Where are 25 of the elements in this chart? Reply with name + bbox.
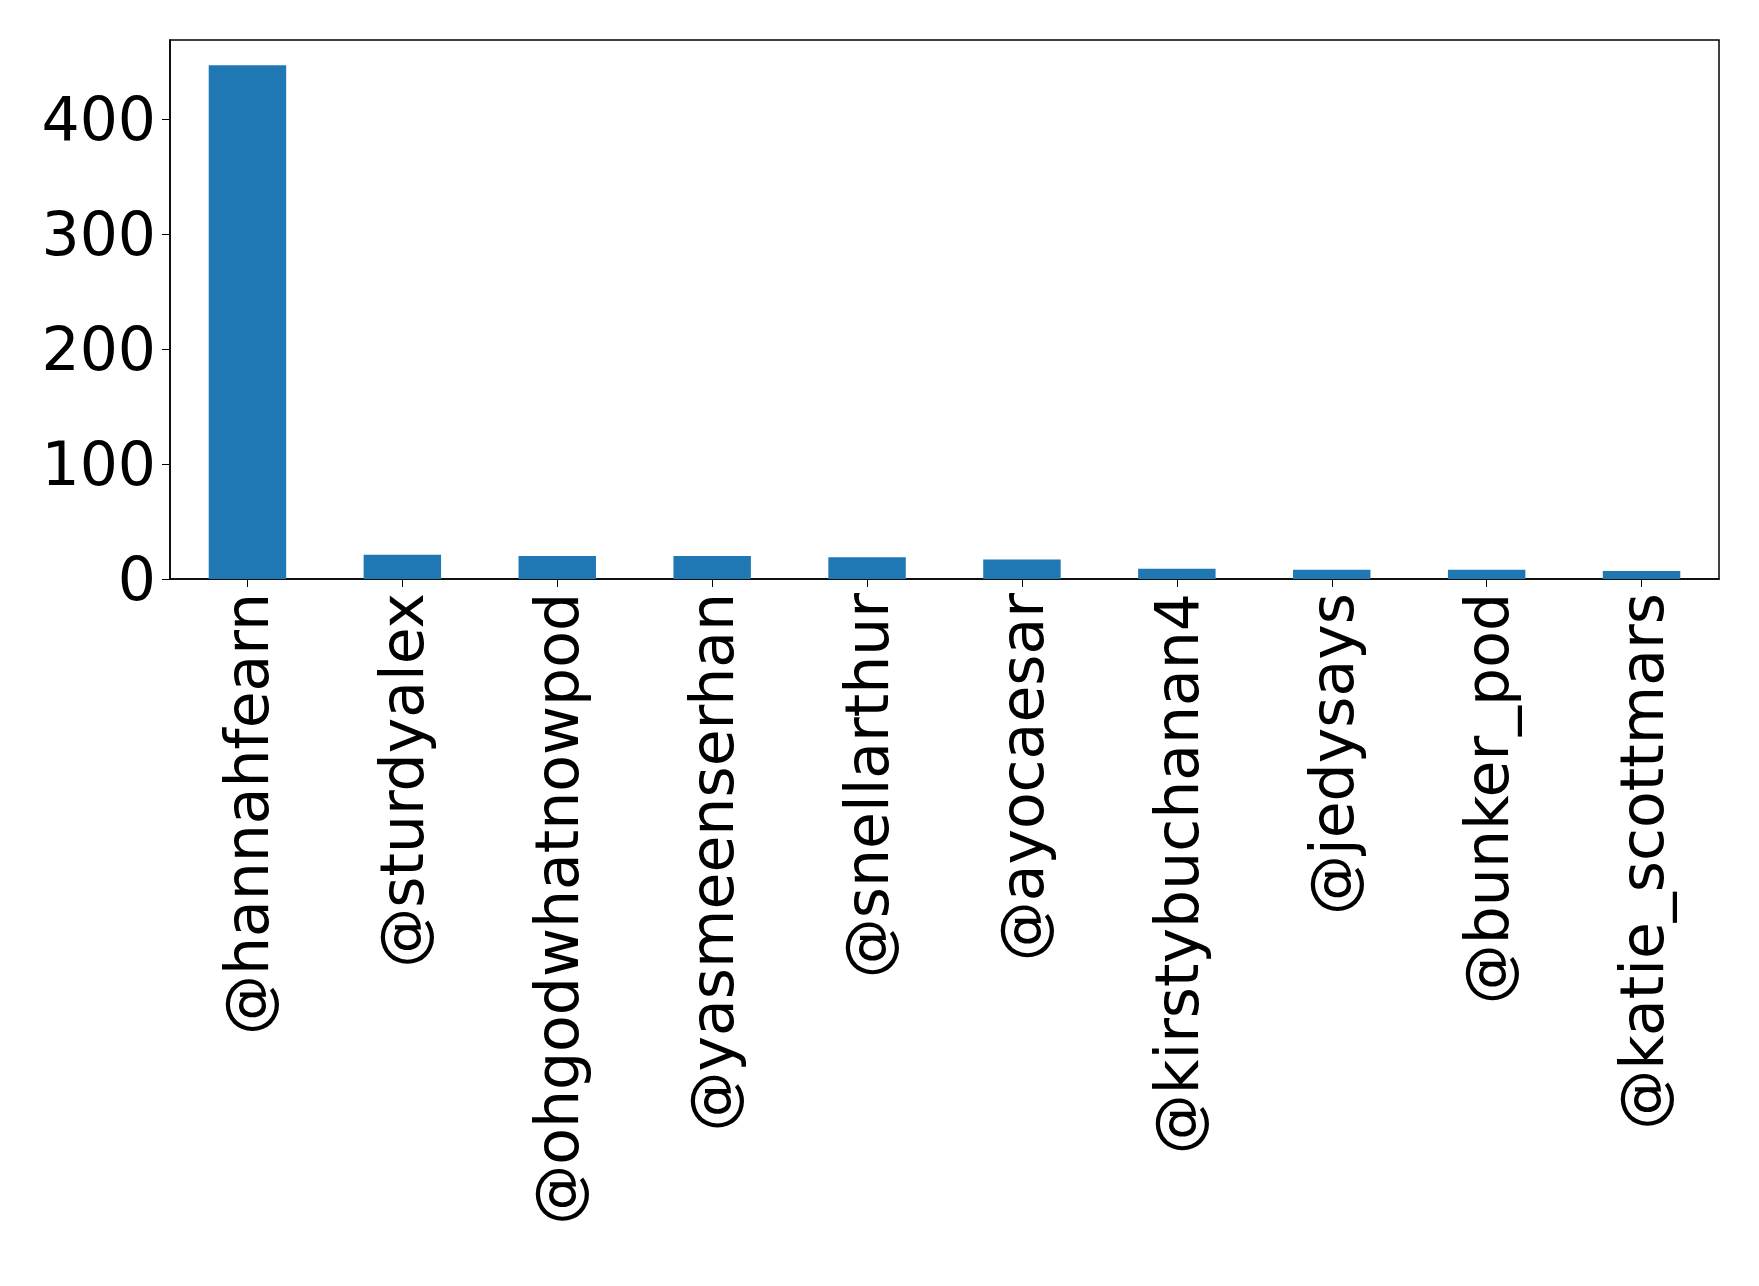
bar xyxy=(1447,569,1526,579)
bar xyxy=(1602,570,1681,579)
bar xyxy=(363,554,442,579)
x-tick-label: @ayocaesar xyxy=(986,592,1057,962)
y-tick-label: 400 xyxy=(41,84,156,155)
bar xyxy=(1138,568,1216,579)
bar xyxy=(1293,569,1371,579)
x-tick-label: @snellarthur xyxy=(832,592,903,979)
bar xyxy=(828,557,906,579)
y-tick-label: 200 xyxy=(41,314,156,385)
y-tick-label: 0 xyxy=(117,544,156,614)
x-tick-label: @bunker_pod xyxy=(1451,593,1522,1005)
bar xyxy=(983,559,1061,579)
bar xyxy=(208,65,287,579)
bar xyxy=(673,556,751,579)
x-tick-label: @ohgodwhatnowpod xyxy=(522,593,593,1225)
x-tick-label: @hannahfearn xyxy=(212,593,283,1036)
x-tick-label: @sturdyalex xyxy=(367,593,438,968)
x-tick-label: @yasmeenserhan xyxy=(677,593,748,1132)
x-tick-label: @kirstybuchanan4 xyxy=(1141,593,1212,1155)
x-tick-label: @katie_scottmars xyxy=(1606,593,1677,1130)
x-tick-label: @jedysays xyxy=(1296,593,1367,915)
bar xyxy=(518,556,596,579)
y-tick-label: 300 xyxy=(41,199,156,270)
y-tick-label: 100 xyxy=(41,429,156,500)
